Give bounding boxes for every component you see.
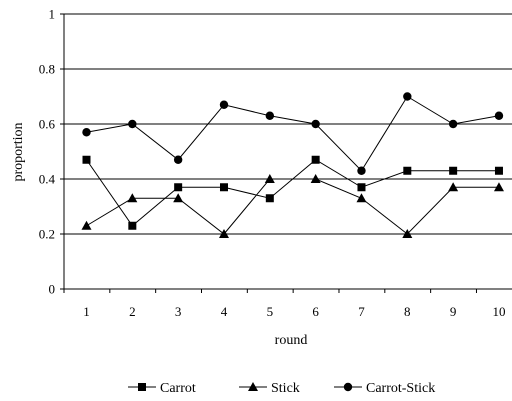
x-tick-label: 5 [267,304,274,319]
data-point [81,220,92,230]
x-tick-label: 8 [404,304,411,319]
legend-label: Stick [271,381,300,396]
axes [60,13,512,293]
data-point [356,193,367,203]
series-carrot-stick [82,92,504,175]
data-point [448,182,459,192]
legend-item: Stick [239,381,300,396]
legend-item: Carrot [128,381,196,396]
data-point [82,155,91,164]
data-point [218,229,229,238]
x-tick-label: 1 [83,304,90,319]
data-point [403,166,412,175]
legend-marker [343,382,353,392]
data-point [493,182,504,192]
series-line [86,159,499,227]
data-point [311,155,320,164]
legend-marker [248,382,258,391]
data-point [82,128,91,137]
data-point [265,111,275,120]
data-point [219,100,229,109]
data-point [449,166,458,175]
y-axis-label: proportion [11,122,26,181]
y-tick-label: 1 [49,7,56,22]
data-point [310,174,321,183]
data-point [402,229,413,238]
data-point [403,92,412,101]
x-tick-label: 10 [492,304,505,319]
y-tick-label: 0.8 [39,62,55,77]
data-point [128,221,137,230]
legend: Carrot Stick Carrot-Stick [128,381,435,396]
data-point [174,183,183,192]
data-point [448,119,458,129]
legend-item: Carrot-Stick [334,381,435,396]
x-tick-label: 3 [175,304,182,319]
y-tick-label: 0.6 [39,117,56,132]
data-point [494,111,504,120]
y-tick-label: 0.4 [39,172,56,187]
data-point [127,193,138,203]
data-point [219,183,228,192]
x-tick-label: 9 [450,304,457,319]
legend-label: Carrot-Stick [366,381,435,396]
data-point [173,193,184,203]
x-tick-label: 6 [312,304,319,319]
x-tick-label: 7 [358,304,365,319]
grid-lines [64,13,512,235]
legend-label: Carrot [160,381,196,396]
y-tick-label: 0.2 [39,227,55,242]
data-point [357,183,366,192]
x-tick-label: 2 [129,304,136,319]
series-group [81,92,504,238]
series-line [86,178,499,235]
data-point [173,155,183,164]
data-point [264,174,275,183]
data-point [357,166,366,175]
data-point [265,194,274,203]
data-point [128,119,137,129]
legend-marker [138,383,146,391]
series-line [86,95,500,172]
x-axis-label: round [275,333,308,348]
data-point [494,166,503,175]
series-stick [81,174,504,238]
y-tick-labels: 0 0.2 0.4 0.6 0.8 1 [39,7,56,297]
series-carrot [82,155,503,230]
x-tick-labels: 1 2 3 4 5 6 7 8 9 10 [83,304,505,319]
x-tick-label: 4 [221,304,228,319]
y-tick-label: 0 [49,282,56,297]
data-point [311,119,320,129]
